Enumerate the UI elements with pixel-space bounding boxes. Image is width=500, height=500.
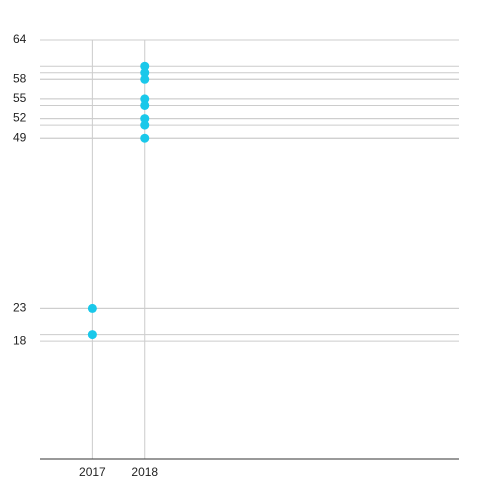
point	[140, 94, 150, 104]
y-tick-label: 49	[13, 130, 27, 144]
point	[140, 133, 150, 143]
point	[87, 303, 97, 313]
point	[140, 100, 150, 110]
y-tick-label: 64	[13, 32, 27, 46]
point	[140, 114, 150, 124]
y-tick-label: 58	[13, 71, 27, 85]
point	[87, 330, 97, 340]
point	[140, 120, 150, 130]
point	[140, 74, 150, 84]
y-tick-label: 18	[13, 333, 27, 347]
y-tick-label: 55	[13, 91, 27, 105]
y-tick-label: 52	[13, 111, 27, 125]
point	[140, 61, 150, 71]
point	[140, 68, 150, 78]
x-tick-label: 2018	[131, 465, 158, 479]
x-tick-label: 2017	[79, 465, 106, 479]
y-tick-label: 23	[13, 301, 27, 315]
